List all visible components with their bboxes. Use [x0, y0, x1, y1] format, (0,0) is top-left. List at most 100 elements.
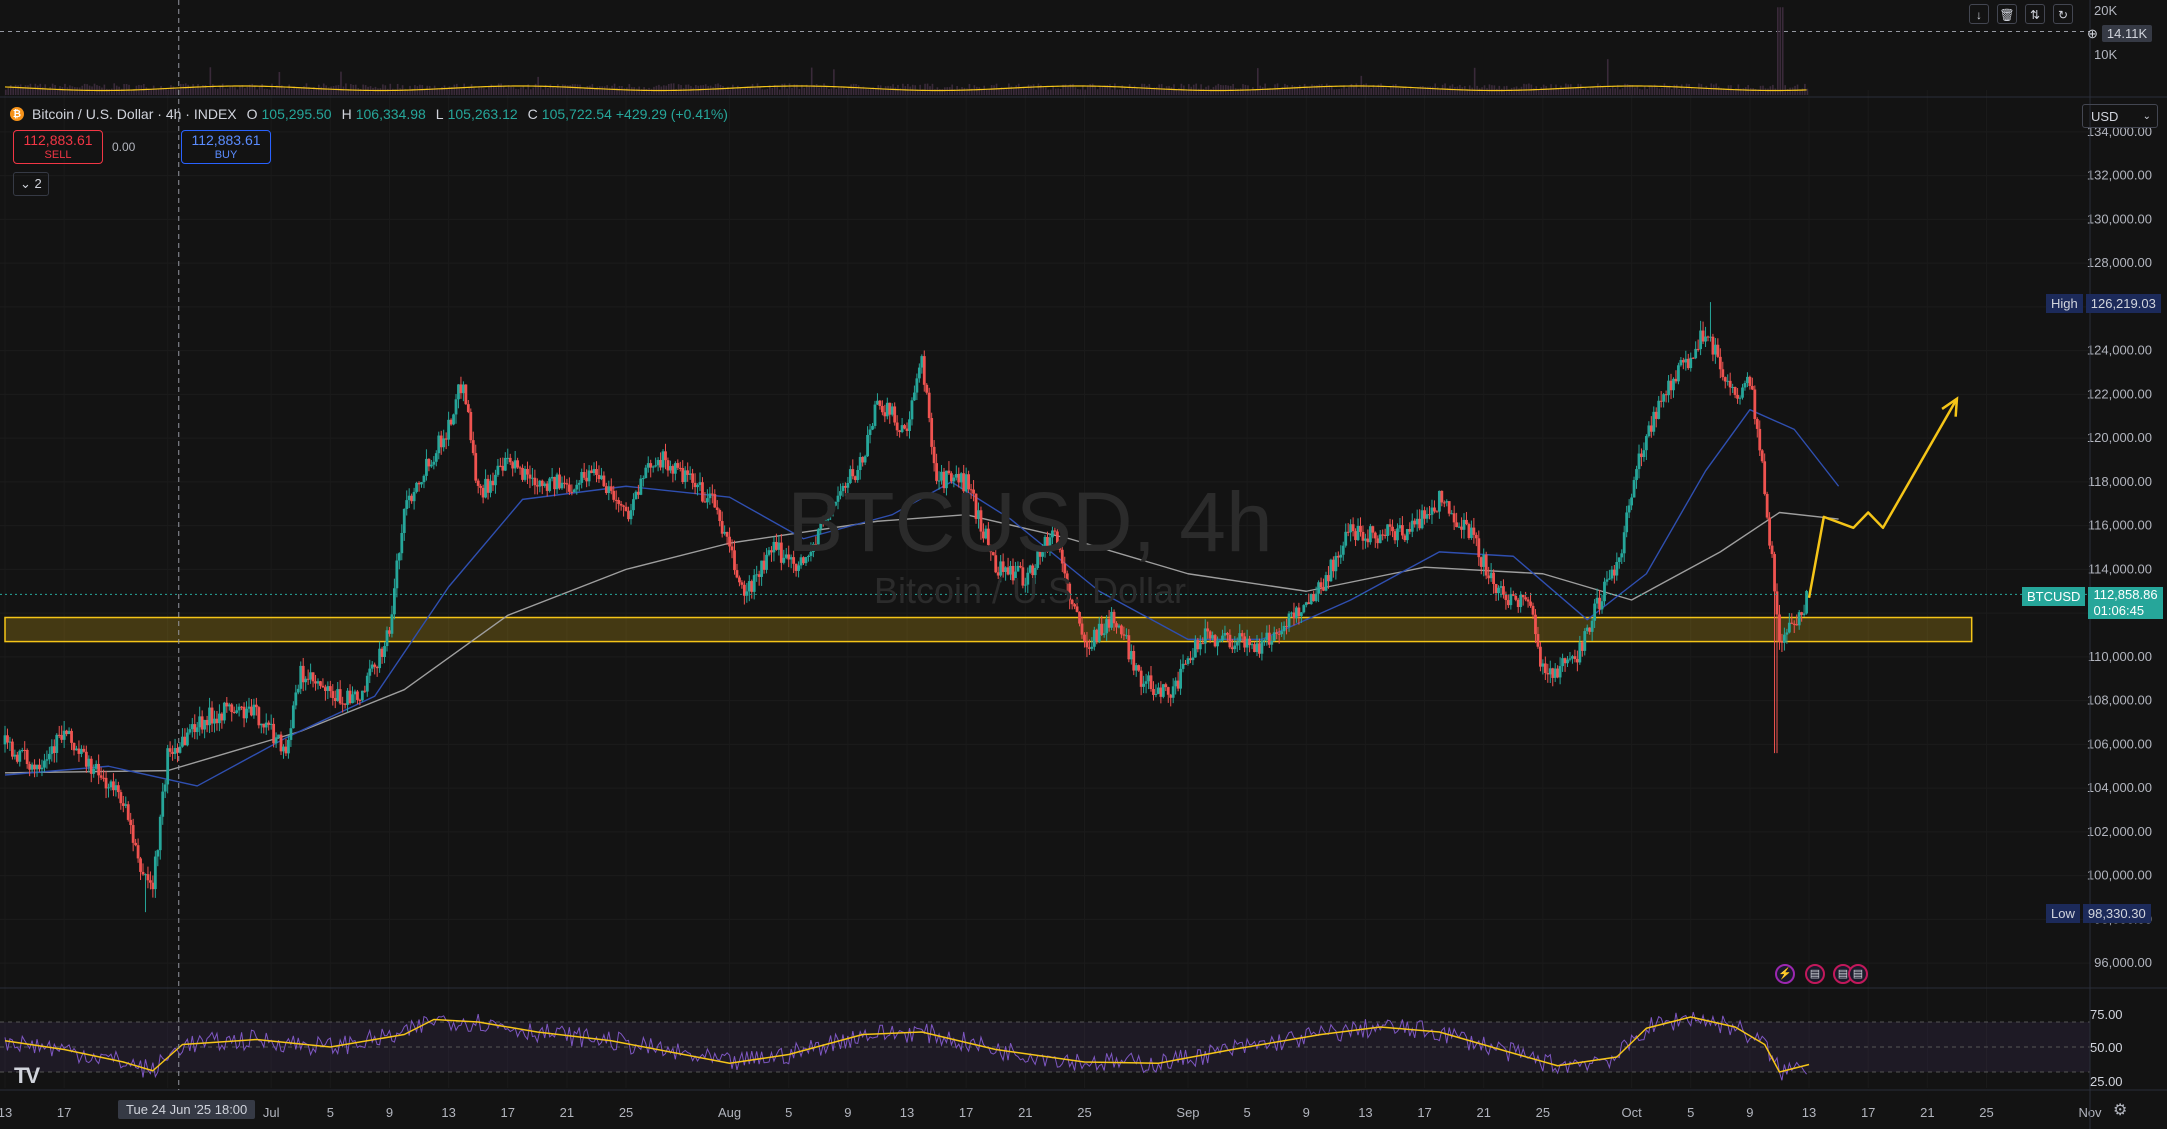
candle-body [1051, 530, 1054, 538]
projection-group[interactable] [1807, 396, 1959, 599]
trash-icon[interactable]: 🗑 [1997, 4, 2017, 24]
volume-bar [1473, 67, 1476, 95]
volume-bar [19, 84, 22, 95]
volume-bar [1086, 85, 1089, 95]
refresh-icon[interactable]: ↻ [2053, 4, 2073, 24]
candle-body [1617, 557, 1621, 563]
candle-body [104, 777, 108, 789]
candle-body [1282, 625, 1286, 632]
volume-bar [682, 88, 685, 95]
lightning-icon[interactable]: ⚡ [1775, 964, 1795, 984]
buy-button[interactable]: 112,883.61 BUY [181, 130, 271, 164]
candle-body [740, 582, 744, 585]
candle-body [65, 730, 69, 735]
volume-bar [1077, 89, 1079, 95]
candle-body [624, 506, 628, 511]
candle-body [360, 690, 364, 701]
volume-bar [1631, 85, 1634, 95]
volume-bar [1560, 85, 1562, 95]
candle-body [1041, 552, 1044, 557]
y-tick-label: 122,000.00 [2087, 386, 2152, 401]
volume-bar [12, 87, 14, 95]
volume-bar [1355, 83, 1358, 95]
download-icon[interactable]: ↓ [1969, 4, 1989, 24]
volume-bar [549, 84, 552, 95]
volume-bar [24, 85, 27, 95]
candle-body [994, 555, 998, 573]
candle-body [1548, 668, 1552, 675]
us-flag-icon[interactable]: ▤ [1848, 964, 1868, 984]
collapse-icon[interactable]: ⇅ [2025, 4, 2045, 24]
candle-body [1312, 593, 1316, 602]
candle-body [681, 468, 685, 483]
volume-bar [584, 88, 586, 95]
candle-body [176, 748, 179, 753]
candle-body [1428, 514, 1431, 516]
volume-bar [1022, 86, 1025, 95]
candle-body [272, 723, 276, 744]
y-tick-label: 118,000.00 [2088, 474, 2152, 489]
candle-body [1534, 614, 1537, 635]
volume-bar [147, 88, 150, 95]
volume-bar [1712, 84, 1715, 95]
volume-bar [372, 87, 374, 95]
candle-body [1795, 624, 1799, 626]
candle-body [412, 491, 416, 502]
candle-body [1073, 604, 1077, 607]
candle-body [1600, 601, 1604, 610]
volume-bar [1744, 87, 1747, 95]
candle-body [365, 675, 369, 692]
candle-body [1299, 612, 1303, 616]
candle-body [126, 804, 130, 820]
add-icon[interactable]: ⊕ [2087, 26, 2098, 41]
candle-body [333, 698, 337, 702]
candle-body [856, 470, 860, 481]
volume-bar [315, 88, 318, 95]
candle-body [1529, 601, 1532, 606]
volume-bar [1545, 85, 1547, 95]
candle-body [469, 412, 473, 441]
volume-bar [1118, 89, 1121, 95]
volume-bar [290, 88, 293, 95]
volume-bar [650, 88, 653, 95]
candle-body [1033, 567, 1037, 576]
volume-bar [248, 84, 251, 95]
candle-body [119, 792, 123, 804]
currency-select[interactable]: USD ⌄ [2082, 104, 2158, 128]
volume-bar [1801, 88, 1804, 95]
volume-bar [1609, 88, 1612, 95]
candle-body [1314, 593, 1318, 602]
volume-bar [1151, 87, 1153, 95]
volume-bar [1165, 86, 1168, 95]
volume-bar [899, 88, 902, 95]
volume-bar [1131, 87, 1133, 95]
candle-body [1630, 497, 1633, 506]
volume-bar [483, 88, 485, 95]
volume-bar [1362, 84, 1365, 95]
volume-bar [1343, 85, 1345, 95]
low-tag: Low 98,330.30 [2046, 904, 2151, 923]
x-tick-label: 9 [386, 1105, 393, 1120]
sell-button[interactable]: 112,883.61 SELL [13, 130, 103, 164]
volume-bar [569, 85, 571, 95]
indicators-toggle[interactable]: ⌄ 2 [13, 172, 49, 196]
volume-bar [677, 84, 680, 95]
volume-bar [1663, 83, 1666, 95]
volume-bar [1565, 83, 1567, 95]
candle-body [1802, 613, 1806, 615]
support-zone-group[interactable] [4, 616, 1973, 643]
candle-body [277, 734, 280, 738]
candle-body [121, 803, 125, 806]
settings-icon[interactable]: ⚙ [2113, 1102, 2128, 1119]
candle-body [1053, 530, 1057, 532]
volume-bar [823, 83, 825, 95]
candle-body [471, 440, 475, 454]
us-flag-icon[interactable]: ▤ [1805, 964, 1825, 984]
volume-bar [722, 86, 724, 95]
symbol-title[interactable]: Bitcoin / U.S. Dollar · 4h · INDEX [32, 106, 237, 122]
volume-bar [581, 89, 584, 95]
candle-body [252, 704, 256, 716]
volume-bar [1377, 84, 1380, 95]
candle-body [671, 466, 675, 474]
